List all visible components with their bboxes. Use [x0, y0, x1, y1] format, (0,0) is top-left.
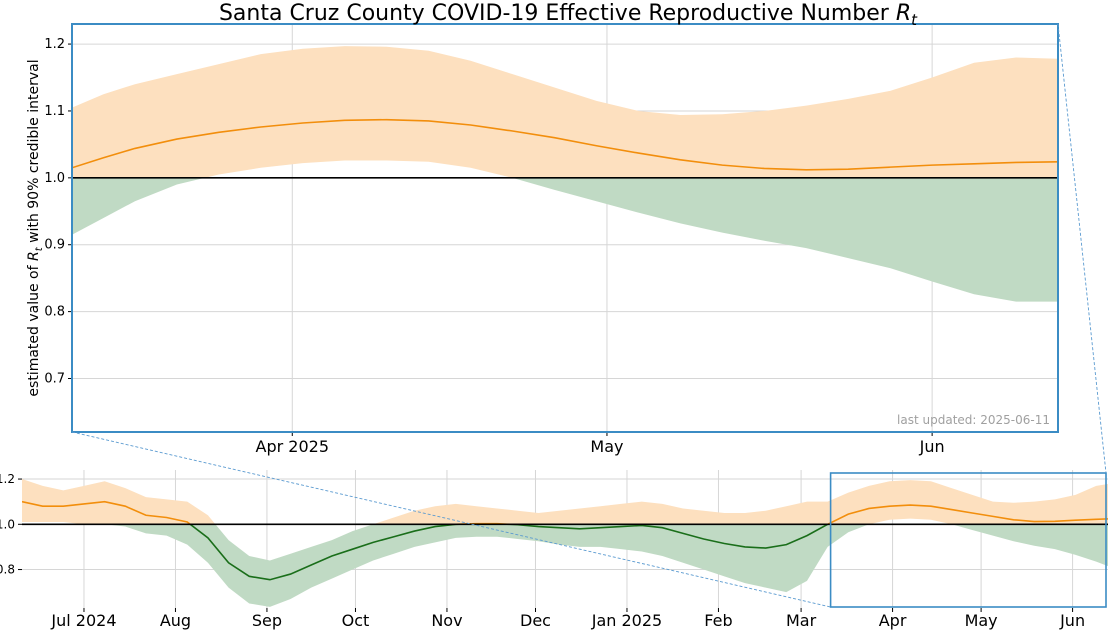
- overview-band-above-0: [22, 479, 1108, 525]
- overview-x-tick-label: Nov: [431, 611, 462, 630]
- chart-title: Santa Cruz County COVID-19 Effective Rep…: [219, 1, 918, 29]
- overview-band-below-0: [83, 524, 1108, 607]
- last-updated-note: last updated: 2025-06-11: [897, 413, 1050, 427]
- zoom-x-tick-label: May: [590, 437, 623, 456]
- overview-panel: 0.8 1.0 1.2 Jul 2024 Aug Sep Oct Nov Dec Jan 2025…: [0, 470, 1108, 630]
- overview-x-tick-label: Aug: [160, 611, 191, 630]
- overview-x-tick-label: Jan 2025: [591, 611, 662, 630]
- zoom-x-tick-label: Apr 2025: [256, 437, 329, 456]
- zoom-window-frame: [829, 472, 1107, 608]
- overview-x-tick-label: May: [965, 611, 998, 630]
- overview-x-tick-label: Oct: [342, 611, 370, 630]
- chart-title-text: Santa Cruz County COVID-19 Effective Rep…: [219, 1, 890, 26]
- zoom-y-tick-label: 1.1: [44, 104, 65, 119]
- overview-x-tick-label: Sep: [252, 611, 282, 630]
- overview-rt-line-above-0: [22, 500, 1108, 525]
- chart-title-symbol-sub: t: [911, 11, 918, 29]
- chart-title-symbol: R: [896, 1, 911, 26]
- zoom-x-tick-label: Jun: [919, 437, 945, 456]
- zoom-connector-lines: [71, 23, 1107, 608]
- zoom-y-tick-label: 0.9: [44, 238, 65, 253]
- zoom-rt-line-above-0: [72, 118, 1058, 171]
- overview-x-tick-label: Jul 2024: [50, 611, 116, 630]
- zoom-y-tick-label: 0.8: [44, 305, 65, 320]
- overview-x-tick-label: Mar: [786, 611, 817, 630]
- y-axis-label-before: estimated value of: [26, 264, 42, 396]
- overview-plot-area: [22, 479, 1108, 607]
- y-axis-label-symbol: R: [26, 251, 42, 261]
- overview-y-tick-label: 1.0: [0, 517, 15, 531]
- y-axis-label-symbol-sub: t: [34, 246, 45, 251]
- overview-x-tick-label: Jun: [1059, 611, 1085, 630]
- zoom-y-tick-label: 0.7: [44, 371, 65, 386]
- zoom-plot-area: [72, 46, 1058, 302]
- connector-right: [1057, 23, 1107, 474]
- zoom-frame: [71, 23, 1059, 433]
- zoom-y-tick-label: 1.0: [44, 171, 65, 186]
- y-axis-label: estimated value of Rt with 90% credible …: [26, 59, 45, 396]
- overview-y-tick-label: 1.2: [0, 472, 15, 486]
- zoom-panel: 0.7 0.8 0.9 1.0 1.1 1.2 Apr 2025 May Jun last upd…: [44, 23, 1059, 456]
- zoom-y-tick-label: 1.2: [44, 37, 65, 52]
- overview-x-tick-label: Apr: [879, 611, 907, 630]
- overview-rt-line-below-0: [188, 524, 830, 581]
- overview-x-tick-label: Feb: [704, 611, 732, 630]
- y-axis-label-after-text: with 90% credible interval: [26, 59, 42, 242]
- overview-y-tick-label: 0.8: [0, 563, 15, 577]
- overview-x-tick-label: Dec: [520, 611, 551, 630]
- zoom-band-below-0: [72, 177, 1058, 302]
- zoom-band-above-0: [72, 46, 1058, 178]
